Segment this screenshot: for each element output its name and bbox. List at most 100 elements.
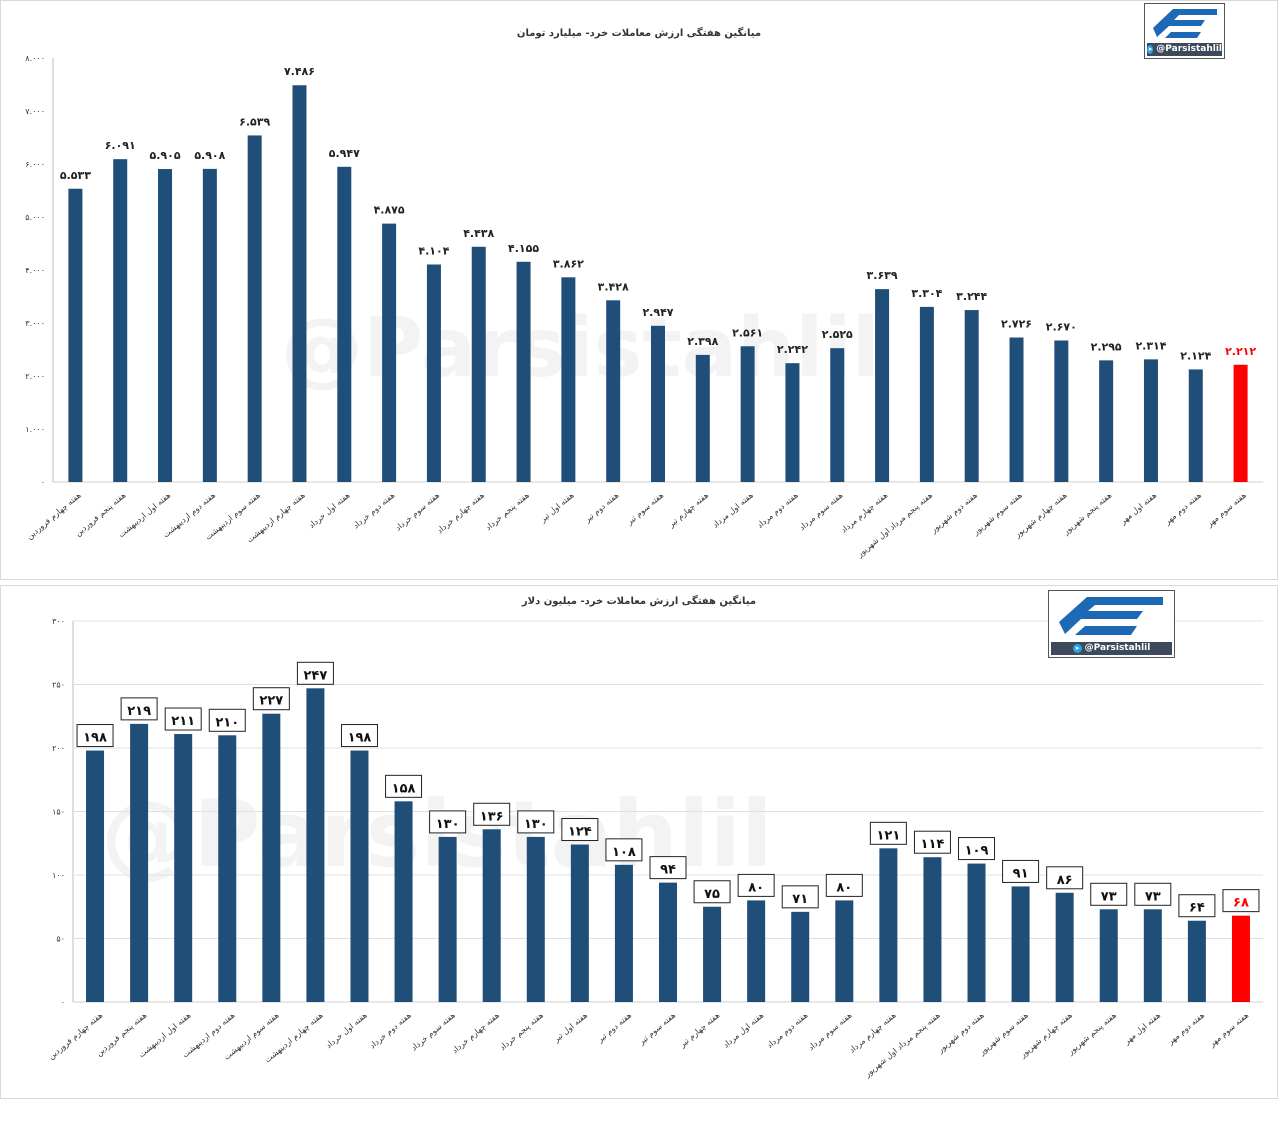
- data-label-box: [517, 810, 555, 834]
- y-tick-label: ۷.۰۰۰: [25, 107, 45, 116]
- data-label: ۳.۳۰۴: [911, 287, 942, 300]
- x-tick-label: هفته اول مرداد: [721, 1011, 765, 1050]
- bar: [262, 713, 281, 1002]
- parsistahlil-logo-icon: [1153, 9, 1217, 38]
- y-tick-label: ۳.۰۰۰: [25, 319, 45, 328]
- data-label-box: [1178, 894, 1216, 918]
- x-tick-label: هفته دوم تیر: [582, 491, 620, 525]
- bar: [526, 836, 545, 1002]
- data-label-box: [737, 873, 775, 897]
- data-label-box: [1222, 889, 1260, 913]
- bar: [606, 300, 621, 482]
- y-tick-label: ۵.۰۰۰: [25, 213, 45, 222]
- bar: [113, 159, 128, 482]
- data-label-box: [561, 818, 599, 842]
- telegram-icon: ➤: [1072, 644, 1082, 653]
- data-label: ۹۱: [1013, 866, 1029, 881]
- x-tick-label: هفته دوم مرداد: [765, 1011, 809, 1050]
- data-label: ۱۹۸: [348, 731, 372, 746]
- bar: [438, 836, 457, 1002]
- data-label: ۲.۹۴۷: [642, 306, 673, 319]
- bar: [785, 363, 800, 482]
- data-label: ۱۲۴: [568, 825, 592, 840]
- bar: [482, 829, 501, 1002]
- x-tick-label: هفته اول تیر: [538, 491, 576, 525]
- data-label: ۱۲۱: [876, 828, 900, 843]
- data-label: ۵.۵۳۳: [60, 169, 91, 182]
- bar: [967, 863, 986, 1002]
- data-label: ۱۰۸: [612, 845, 636, 860]
- x-tick-label: هفته سوم تیر: [624, 491, 665, 527]
- y-tick-label: ۲.۰۰۰: [25, 372, 45, 381]
- data-label: ۳.۲۴۴: [956, 290, 987, 303]
- brand-logo: ➤ @Parsistahlil: [1144, 3, 1225, 59]
- bar: [659, 882, 677, 1002]
- bar: [1143, 909, 1162, 1002]
- bar: [471, 246, 486, 482]
- data-label-box: [781, 885, 819, 909]
- x-tick-label: هفته دوم مرداد: [755, 491, 799, 530]
- bar: [1187, 920, 1206, 1002]
- data-label: ۷۳: [1145, 889, 1161, 904]
- y-tick-label: ۰: [61, 998, 65, 1007]
- data-label-box: [1134, 882, 1172, 906]
- y-tick-label: ۵۰: [56, 935, 65, 944]
- bar: [394, 801, 413, 1002]
- bar: [875, 289, 890, 482]
- data-label: ۲۱۱: [171, 714, 195, 729]
- data-label: ۵.۹۰۵: [150, 149, 181, 162]
- bar: [174, 734, 193, 1002]
- data-label: ۲.۲۱۲: [1225, 345, 1256, 358]
- brand-logo: ➤ @Parsistahlil: [1048, 590, 1175, 658]
- data-label: ۲.۵۶۱: [732, 326, 763, 339]
- bar: [516, 261, 531, 482]
- chart-panel-toman: میانگین هفتگی ارزش معاملات خرد- میلیارد …: [0, 0, 1278, 580]
- y-tick-label: ۱.۰۰۰: [25, 425, 45, 434]
- data-label-box: [605, 838, 643, 862]
- data-label: ۳.۴۲۸: [598, 280, 629, 293]
- data-label: ۱۳۶: [480, 809, 504, 824]
- x-tick-label: هفته اول تیر: [551, 1011, 589, 1045]
- data-label: ۲.۶۷۰: [1046, 320, 1077, 333]
- data-label: ۴.۱۰۴: [418, 244, 449, 257]
- data-label: ۲۲۷: [259, 694, 283, 709]
- bar: [1055, 892, 1074, 1002]
- data-label: ۱۱۴: [921, 837, 945, 852]
- x-tick-label: هفته پنجم مرداد اول شهریور: [862, 1011, 942, 1080]
- bar: [382, 223, 397, 482]
- bar: [218, 735, 237, 1002]
- data-label: ۶.۰۹۱: [105, 139, 136, 152]
- x-tick-label: هفته سوم مرداد: [797, 491, 844, 533]
- data-label-box: [429, 810, 467, 834]
- x-tick-label: هفته سوم مهر: [1204, 491, 1248, 530]
- x-tick-label: هفته پنجم شهریور: [1061, 491, 1114, 537]
- x-tick-label: هفته دوم تیر: [595, 1011, 633, 1045]
- x-tick-label: هفته اول مهر: [1118, 491, 1159, 527]
- data-label: ۳.۸۶۲: [553, 257, 584, 270]
- x-tick-label: هفته دوم مهر: [1162, 491, 1203, 527]
- bar: [614, 864, 633, 1002]
- data-label: ۱۵۸: [392, 781, 416, 796]
- chart-title: میانگین هفتگی ارزش معاملات خرد- میلیون د…: [521, 596, 757, 607]
- data-label: ۴.۴۳۸: [463, 227, 494, 240]
- data-label-box: [1046, 866, 1084, 890]
- data-label: ۲۱۰: [215, 715, 239, 730]
- x-tick-label: هفته پنجم مرداد اول شهریور: [855, 491, 935, 560]
- bar: [651, 325, 665, 482]
- x-tick-label: هفته سوم مرداد: [807, 1011, 854, 1053]
- data-label: ۲.۷۲۶: [1001, 318, 1032, 331]
- x-tick-label: هفته اول خرداد: [324, 1011, 369, 1050]
- data-label-box: [1002, 859, 1040, 883]
- y-tick-label: ۱۵۰: [52, 808, 65, 817]
- telegram-icon: ➤: [1147, 45, 1154, 54]
- bar: [292, 85, 307, 482]
- data-label: ۸۶: [1057, 873, 1073, 888]
- bar: [703, 906, 722, 1002]
- data-label: ۲.۲۹۵: [1091, 340, 1122, 353]
- data-label-box: [825, 873, 863, 897]
- data-label-box: [340, 724, 378, 748]
- data-label: ۱۰۹: [965, 844, 989, 859]
- bar: [1188, 369, 1203, 482]
- x-tick-label: هفته چهارم خرداد: [450, 1011, 501, 1056]
